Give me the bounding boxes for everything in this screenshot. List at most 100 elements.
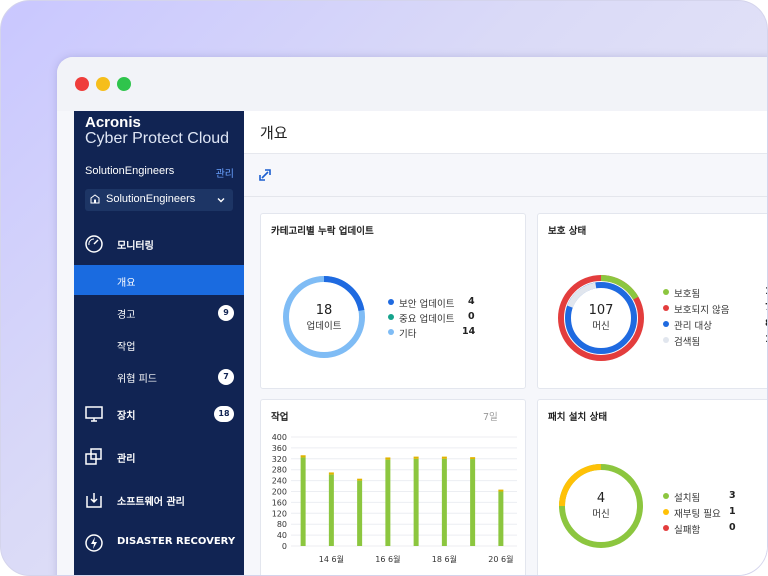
activities-period: 7일 xyxy=(483,412,498,423)
brand-name: Acronis xyxy=(85,114,141,131)
legend-value: 4 xyxy=(468,296,475,307)
protection-status-center: 107 머신 xyxy=(571,303,631,332)
activities-card: 작업 7일 400 360 320 280 240 200 160 120 80 40 0 14 6월… xyxy=(260,399,526,575)
legend-critical-updates: 중요 업데이트 0 xyxy=(388,311,488,325)
legend-dot xyxy=(388,314,394,320)
legend-dot xyxy=(663,289,669,295)
tenant-selector-label: SolutionEngineers xyxy=(106,193,196,205)
legend-failed: 실패함 0 xyxy=(663,522,763,536)
sidebar: Acronis Cyber Protect Cloud SolutionEngi… xyxy=(74,111,244,575)
legend-value: 0 xyxy=(468,311,475,322)
legend-value: 89 xyxy=(765,318,767,329)
legend-other-updates: 기타 14 xyxy=(388,326,488,340)
close-window-button[interactable] xyxy=(75,77,89,91)
ring-reboot-required xyxy=(559,464,643,548)
main-content: 개요 카테고리별 누락 업데이트 18 업데이트 xyxy=(244,111,767,575)
legend-reboot-required: 재부팅 필요 1 xyxy=(663,506,763,520)
devices-count-badge: 18 xyxy=(214,406,234,422)
legend-unprotected: 보호되지 않음 71 xyxy=(663,302,767,316)
x-tick-label: 16 6월 xyxy=(375,554,400,564)
nav-software-label: 소프트웨어 관리 xyxy=(117,497,185,508)
nav-devices[interactable]: 장치 18 xyxy=(74,399,244,429)
ring-managed xyxy=(565,282,637,354)
threat-feed-count-badge: 7 xyxy=(218,369,234,385)
nav-alerts[interactable]: 경고 9 xyxy=(74,297,244,327)
nav-threat-feed-label: 위협 피드 xyxy=(117,374,157,385)
page-title: 개요 xyxy=(260,124,288,142)
ring-protected xyxy=(558,275,644,361)
legend-value: 14 xyxy=(462,326,476,337)
protection-status-title: 보호 상태 xyxy=(548,226,587,237)
nav-devices-label: 장치 xyxy=(117,411,136,422)
bar-segment-secondary xyxy=(413,456,419,459)
bar-segment-primary xyxy=(385,459,391,546)
legend-value: 0 xyxy=(729,522,736,533)
tenant-selector[interactable]: SolutionEngineers xyxy=(85,189,233,211)
nav-overview[interactable]: 개요 xyxy=(74,265,244,295)
y-tick-label: 240 xyxy=(272,477,287,486)
monitor-icon xyxy=(85,406,103,422)
bar-segment-primary xyxy=(441,458,447,546)
legend-label: 검색됨 xyxy=(674,337,701,348)
legend-label: 중요 업데이트 xyxy=(399,314,455,325)
manage-link[interactable]: 관리 xyxy=(215,169,234,180)
x-tick-label: 20 6월 xyxy=(488,554,513,564)
legend-label: 실패함 xyxy=(674,525,701,536)
legend-label: 관리 대상 xyxy=(674,321,712,332)
legend-discovered: 검색됨 18 xyxy=(663,334,767,348)
legend-security-updates: 보안 업데이트 4 xyxy=(388,296,488,310)
nav-management[interactable]: 관리 xyxy=(74,442,244,472)
bar-segment-primary xyxy=(470,459,476,546)
y-tick-label: 320 xyxy=(272,455,287,464)
bar-segment-primary xyxy=(357,480,363,546)
legend-label: 기타 xyxy=(399,329,417,340)
patch-status-center: 4 머신 xyxy=(571,491,631,520)
legend-label: 설치됨 xyxy=(674,493,701,504)
maximize-window-button[interactable] xyxy=(117,77,131,91)
missing-updates-donut xyxy=(283,276,365,358)
bar-segment-primary xyxy=(413,458,419,546)
legend-dot xyxy=(663,493,669,499)
lightning-icon xyxy=(85,534,103,552)
protection-unit: 머신 xyxy=(592,321,610,332)
y-tick-label: 360 xyxy=(272,444,287,453)
missing-updates-card: 카테고리별 누락 업데이트 18 업데이트 보안 업데이트 4 중요 업데이트 xyxy=(260,213,526,389)
missing-updates-center: 18 업데이트 xyxy=(294,303,354,332)
legend-dot xyxy=(663,321,669,327)
legend-dot xyxy=(663,509,669,515)
missing-updates-title: 카테고리별 누락 업데이트 xyxy=(271,226,374,237)
expand-icon[interactable] xyxy=(258,168,272,182)
minimize-window-button[interactable] xyxy=(96,77,110,91)
protection-status-donut xyxy=(558,275,644,361)
nav-alerts-label: 경고 xyxy=(117,310,136,321)
chevron-down-icon xyxy=(217,198,225,203)
legend-dot xyxy=(663,305,669,311)
nav-disaster-recovery[interactable]: DISASTER RECOVERY xyxy=(74,528,244,558)
bar-segment-primary xyxy=(498,491,504,546)
protection-total-machines: 107 xyxy=(588,303,614,318)
legend-value: 3 xyxy=(729,490,736,501)
app-window: Acronis Cyber Protect Cloud SolutionEngi… xyxy=(57,57,767,575)
alerts-count-badge: 9 xyxy=(218,305,234,321)
patch-unit: 머신 xyxy=(592,509,610,520)
nav-software[interactable]: 소프트웨어 관리 xyxy=(74,485,244,515)
nav-activities[interactable]: 작업 xyxy=(74,329,244,359)
legend-protected: 보호됨 18 xyxy=(663,286,767,300)
y-tick-label: 40 xyxy=(277,531,287,540)
nav-management-label: 관리 xyxy=(117,454,136,465)
copy-icon xyxy=(85,448,102,465)
legend-dot xyxy=(388,329,394,335)
legend-dot xyxy=(388,299,394,305)
nav-threat-feed[interactable]: 위협 피드 7 xyxy=(74,361,244,391)
y-tick-label: 0 xyxy=(282,542,287,551)
toolbar xyxy=(244,154,767,197)
protection-status-card: 보호 상태 107 머신 보호됨 18 보 xyxy=(537,213,767,389)
ring-discovered xyxy=(565,282,637,354)
bar-segment-secondary xyxy=(385,457,391,460)
nav-overview-label: 개요 xyxy=(117,278,136,289)
patch-status-title: 패치 설치 상태 xyxy=(548,412,608,423)
nav-monitoring[interactable]: 모니터링 xyxy=(74,229,244,259)
bar-segment-secondary xyxy=(357,478,363,481)
y-tick-label: 200 xyxy=(272,488,287,497)
